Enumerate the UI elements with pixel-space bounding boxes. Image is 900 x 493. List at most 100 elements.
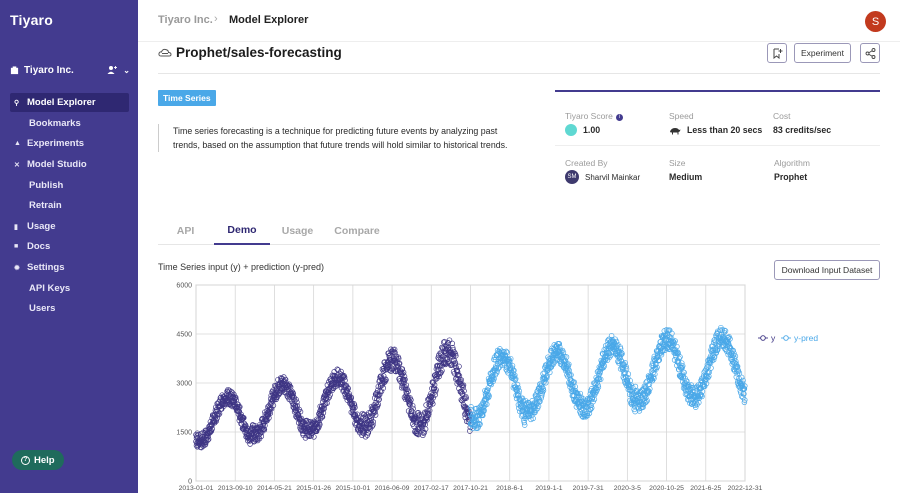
sidebar-item-bookmarks[interactable]: Bookmarks bbox=[10, 114, 129, 133]
sidebar-item-users[interactable]: Users bbox=[10, 299, 129, 318]
org-switcher[interactable]: Tiyaro Inc. ⌄ bbox=[10, 62, 130, 78]
category-tag[interactable]: Time Series bbox=[158, 90, 216, 106]
data-point bbox=[521, 422, 528, 428]
data-point bbox=[341, 374, 348, 381]
data-point bbox=[423, 402, 429, 408]
share-button[interactable] bbox=[860, 43, 880, 63]
data-point bbox=[741, 386, 747, 393]
tab-demo[interactable]: Demo bbox=[214, 216, 270, 245]
data-point bbox=[742, 397, 748, 403]
created-by-value[interactable]: SM Sharvil Mainkar bbox=[565, 170, 640, 184]
data-point bbox=[370, 422, 376, 428]
data-point bbox=[364, 432, 371, 438]
app-logo[interactable]: Tiyaro bbox=[10, 12, 53, 28]
download-dataset-button[interactable]: Download Input Dataset bbox=[774, 260, 880, 280]
data-point bbox=[740, 377, 746, 384]
sidebar-item-label: Model Explorer bbox=[27, 97, 96, 108]
data-point bbox=[483, 396, 489, 402]
data-point bbox=[510, 370, 516, 377]
data-point bbox=[590, 390, 597, 396]
add-user-icon[interactable] bbox=[107, 65, 118, 75]
x-tick-label: 2020-10-25 bbox=[649, 485, 684, 492]
data-point bbox=[547, 369, 553, 376]
building-icon bbox=[10, 65, 19, 74]
sidebar-item-usage[interactable]: ▮ Usage bbox=[10, 217, 129, 236]
data-point bbox=[426, 407, 433, 414]
data-point bbox=[503, 348, 509, 355]
data-point bbox=[237, 404, 243, 410]
x-tick-label: 2013-09-10 bbox=[218, 485, 253, 492]
info-icon[interactable]: i bbox=[615, 113, 623, 121]
sidebar-item-docs[interactable]: ■ Docs bbox=[10, 237, 129, 256]
data-point bbox=[443, 360, 449, 367]
sidebar-item-retrain[interactable]: Retrain bbox=[10, 196, 129, 215]
algorithm-label: Algorithm bbox=[774, 158, 810, 168]
bar-chart-icon: ▮ bbox=[14, 223, 18, 231]
legend-item-y-pred: y-pred bbox=[781, 333, 818, 343]
sidebar-item-publish[interactable]: Publish bbox=[10, 176, 129, 195]
tab-compare[interactable]: Compare bbox=[334, 224, 380, 237]
data-point bbox=[647, 386, 653, 392]
data-point bbox=[636, 408, 643, 414]
sidebar-item-label: Model Studio bbox=[27, 159, 87, 170]
tab-usage[interactable]: Usage bbox=[281, 224, 314, 237]
data-point bbox=[401, 377, 407, 383]
data-point bbox=[202, 441, 209, 448]
data-point bbox=[556, 341, 563, 347]
user-avatar[interactable]: S bbox=[865, 11, 886, 32]
sidebar-item-experiments[interactable]: ▲ Experiments bbox=[10, 134, 129, 153]
sidebar-item-model-explorer[interactable]: ⚲ Model Explorer bbox=[10, 93, 129, 112]
data-point bbox=[378, 388, 385, 395]
data-point bbox=[597, 368, 603, 375]
data-point bbox=[484, 401, 490, 408]
data-point bbox=[485, 391, 491, 398]
chevron-down-icon[interactable]: ⌄ bbox=[123, 65, 130, 75]
data-point bbox=[433, 366, 440, 372]
data-point bbox=[268, 405, 275, 412]
x-tick-label: 2022-12-31 bbox=[728, 485, 763, 492]
data-point bbox=[619, 361, 626, 367]
data-point bbox=[452, 363, 458, 369]
score-label-text: Tiyaro Score bbox=[565, 111, 613, 121]
x-tick-label: 2013-01-01 bbox=[179, 485, 214, 492]
divider bbox=[158, 73, 880, 74]
data-point bbox=[468, 404, 474, 410]
experiment-button[interactable]: Experiment bbox=[794, 43, 851, 63]
help-button[interactable]: ? Help bbox=[12, 450, 64, 470]
legend-marker bbox=[783, 335, 789, 341]
data-point bbox=[579, 413, 585, 419]
sidebar-item-settings[interactable]: ✹ Settings bbox=[10, 258, 129, 277]
breadcrumb-separator: › bbox=[214, 13, 218, 25]
data-point bbox=[327, 392, 333, 398]
author-avatar: SM bbox=[565, 170, 579, 184]
cost-value: 83 credits/sec bbox=[773, 125, 832, 135]
data-point bbox=[401, 373, 408, 380]
tab-api[interactable]: API bbox=[176, 224, 195, 237]
data-point bbox=[674, 343, 680, 350]
y-tick-label: 3000 bbox=[176, 381, 192, 388]
bookmark-button[interactable] bbox=[767, 43, 787, 63]
breadcrumb-current: Model Explorer bbox=[229, 14, 309, 26]
data-point bbox=[213, 418, 220, 424]
sidebar-item-model-studio[interactable]: ✕ Model Studio bbox=[10, 155, 129, 174]
data-point bbox=[613, 338, 620, 345]
size-label: Size bbox=[669, 158, 686, 168]
help-label: Help bbox=[34, 454, 55, 466]
data-point bbox=[672, 338, 678, 344]
series-y bbox=[193, 337, 474, 451]
data-point bbox=[444, 343, 451, 350]
data-point bbox=[232, 394, 239, 401]
breadcrumb-root[interactable]: Tiyaro Inc. bbox=[158, 14, 213, 26]
data-point bbox=[433, 387, 439, 393]
data-point bbox=[372, 412, 379, 418]
data-point bbox=[308, 433, 314, 439]
score-label: Tiyaro Score i bbox=[565, 111, 623, 122]
data-point bbox=[643, 399, 649, 405]
data-point bbox=[456, 363, 462, 370]
sidebar-item-api-keys[interactable]: API Keys bbox=[10, 279, 129, 298]
data-point bbox=[486, 393, 492, 399]
data-point bbox=[706, 373, 712, 380]
data-point bbox=[516, 388, 523, 394]
data-point bbox=[623, 366, 630, 372]
data-point bbox=[460, 384, 466, 391]
